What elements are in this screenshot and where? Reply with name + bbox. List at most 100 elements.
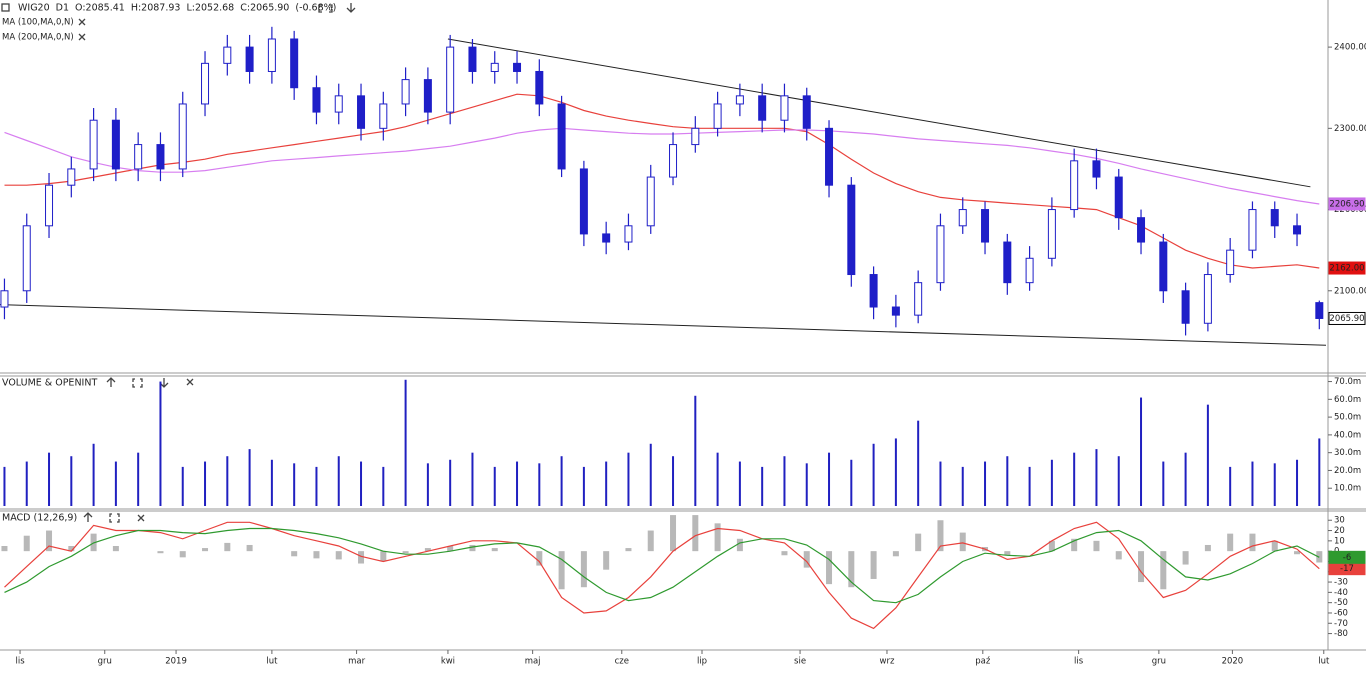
histogram-bar [380,551,387,562]
volume-bar [538,463,541,506]
volume-bar [850,459,853,506]
histogram-bar [736,538,743,552]
volume-bar [270,459,273,506]
moving-average-line [4,93,1320,269]
histogram-bar [469,544,476,552]
volume-bar [984,461,987,506]
candle-body [1315,302,1324,319]
candle-body [290,38,299,89]
candle-body [357,95,366,129]
histogram-bar [1294,551,1301,555]
volume-bar [426,463,429,506]
y-tick-label: -40 [1334,588,1348,598]
histogram-bar [46,530,53,552]
last-value-label: 2206.90 [1329,199,1364,209]
candle-body [379,103,388,129]
x-tick-label: lis [1074,657,1084,667]
candle-body [0,290,9,308]
candle-body [1159,241,1168,292]
candle-body [869,274,878,308]
histogram-bar [491,548,498,552]
histogram-bar [1204,544,1211,552]
maximize-icon[interactable] [109,513,120,523]
y-tick-label: 20.0m [1334,466,1361,476]
histogram-bar [714,523,721,552]
y-tick-label: 20 [1334,526,1345,536]
candle-body [178,103,187,170]
volume-bar [204,461,207,506]
histogram-bar [1182,551,1189,565]
candle-body [579,168,588,235]
candle-body [1092,160,1101,178]
volume-bar [1296,459,1299,506]
histogram-bar [1,546,8,552]
volume-bar [1318,438,1321,506]
candle-body [312,87,321,113]
candle-body [156,144,165,170]
candle-body [22,225,31,292]
histogram-bar [1138,551,1145,583]
candle-body [89,119,98,170]
histogram-bar [670,515,677,552]
volume-bar [694,395,697,506]
histogram-bar [1071,538,1078,552]
candle-body [958,209,967,227]
x-tick-label: gru [98,657,112,667]
legend-entry: MA (200,MA,0,N) [2,33,74,43]
y-tick-label: -60 [1334,608,1348,618]
volume-bar [70,456,73,506]
last-value-box [1328,197,1366,211]
candle-body [646,176,655,227]
y-tick-label: -80 [1334,629,1348,639]
y-tick-label: 10.0m [1334,484,1361,494]
histogram-bar [536,551,543,566]
up-icon[interactable] [106,377,116,387]
down-icon[interactable] [346,3,356,13]
volume-bar [1006,456,1009,506]
volume-bar [560,456,563,506]
collapse-icon[interactable] [1,3,10,12]
close-icon[interactable] [78,33,86,41]
close-icon[interactable] [137,514,145,522]
volume-bar [137,452,140,506]
up-icon[interactable] [83,512,93,522]
histogram-bar [313,551,320,559]
volume-bar [1140,397,1143,506]
header-field: C:2065.90 [240,3,289,14]
volume-bar [1095,449,1098,506]
histogram-bar [826,551,833,585]
candle-body [735,95,744,105]
y-tick-label: 30 [1334,516,1345,526]
x-tick-label: cze [615,657,629,667]
histogram-bar [447,546,454,552]
histogram-bar [1249,533,1256,552]
histogram-bar [870,551,877,579]
histogram-bar [625,548,632,552]
x-tick-label: maj [525,657,541,667]
candle-body [1226,249,1235,276]
maximize-icon[interactable] [132,378,143,388]
header-field: WIG20 [18,3,50,14]
x-tick-label: lis [15,657,25,667]
close-icon[interactable] [186,378,194,386]
candle-body [513,62,522,72]
volume-bar [1162,461,1165,506]
histogram-bar [848,551,855,588]
x-tick-label: 2020 [1222,657,1244,667]
volume-bar [3,466,6,506]
histogram-bar [915,533,922,552]
close-icon[interactable] [78,18,86,26]
histogram-bar [358,551,365,564]
candle-body [1248,209,1257,251]
volume-bar [605,461,608,506]
histogram-bar [692,515,699,552]
maximize-icon[interactable] [318,4,333,13]
x-tick-label: gru [1152,657,1166,667]
volume-bar [894,438,897,506]
trend-line [447,38,1311,188]
candle-body [490,62,499,72]
candle-body [223,46,232,64]
histogram-bar [112,546,119,552]
candle-body [1293,225,1302,235]
